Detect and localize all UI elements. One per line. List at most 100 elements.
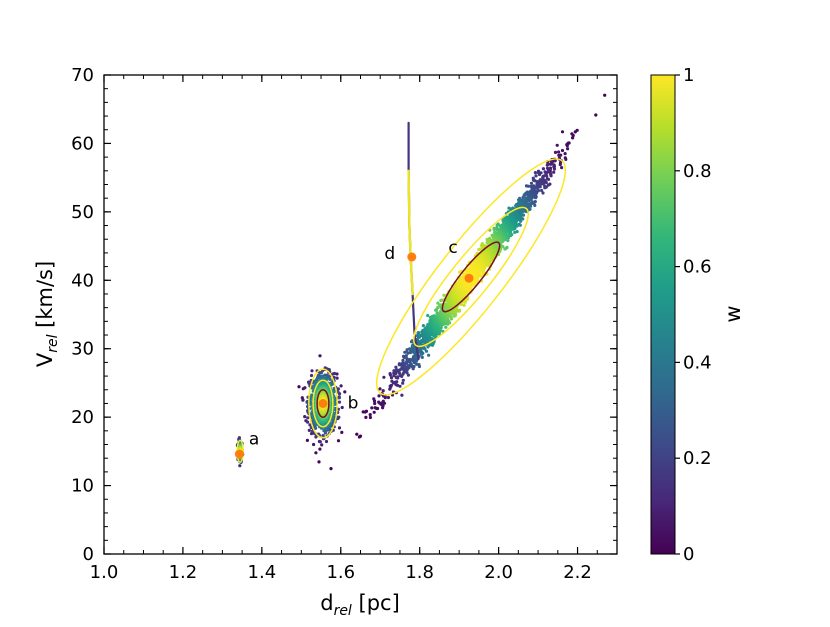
track-d-bright [407, 169, 414, 296]
data-point [400, 393, 404, 397]
data-point [377, 394, 381, 398]
data-point [513, 230, 517, 234]
data-point [406, 373, 410, 377]
data-point [398, 384, 402, 388]
data-point [389, 383, 393, 387]
data-point [378, 387, 382, 391]
data-point [395, 380, 399, 384]
data-point [314, 426, 318, 430]
data-point [307, 428, 311, 432]
data-point [329, 467, 333, 471]
data-point [603, 93, 607, 97]
data-point [406, 364, 411, 368]
data-point [571, 136, 575, 140]
data-point [421, 351, 425, 355]
data-point [521, 195, 525, 200]
data-point [381, 404, 385, 408]
data-point [402, 364, 406, 368]
data-point [337, 426, 342, 430]
y-tick-label: 20 [71, 407, 94, 428]
data-point [427, 353, 431, 357]
data-point [368, 415, 372, 420]
data-point [372, 410, 376, 414]
data-point [555, 143, 559, 147]
data-point [560, 130, 565, 134]
data-point [543, 186, 547, 190]
data-point [493, 230, 497, 234]
data-point [529, 181, 534, 185]
cluster-labels: a b c d [249, 238, 458, 450]
cluster-label-c: c [448, 238, 457, 258]
y-tick-label: 70 [71, 65, 94, 86]
data-point [565, 144, 569, 148]
data-point [521, 213, 526, 217]
data-point [557, 153, 561, 157]
data-point [444, 325, 448, 329]
colorbar-label: w [721, 305, 745, 322]
marker-b [318, 399, 328, 408]
data-point [531, 178, 536, 182]
y-tick-label: 30 [71, 339, 94, 360]
data-point [503, 247, 507, 251]
data-point [537, 172, 542, 177]
data-point [406, 351, 410, 355]
y-tick-label: 40 [71, 270, 94, 291]
data-point [517, 198, 521, 202]
cluster-label-d: d [384, 244, 395, 264]
data-point [303, 386, 307, 390]
data-point [410, 350, 414, 354]
data-point [563, 152, 567, 156]
contour-c-0 [375, 158, 567, 396]
data-point [552, 170, 556, 174]
data-point [533, 203, 537, 207]
colorbar-tick-label: 0.2 [683, 448, 712, 469]
colorbar-ticks: 0 0.2 0.4 0.6 0.8 1 [675, 65, 712, 565]
x-tick-label: 1.2 [169, 562, 198, 583]
data-point [560, 148, 565, 153]
data-point [381, 389, 385, 393]
data-point [401, 381, 405, 385]
y-axis-label: Vrel [km/s] [33, 261, 61, 367]
data-point [546, 183, 550, 187]
colorbar-gradient [651, 75, 675, 554]
marker-layer [234, 252, 474, 459]
x-tick-label: 1.8 [405, 562, 434, 583]
data-point [337, 400, 342, 404]
data-point [370, 406, 374, 410]
data-point [436, 306, 440, 310]
data-point [314, 435, 318, 439]
data-point [310, 393, 314, 397]
data-point [373, 401, 377, 406]
data-point [544, 180, 548, 185]
data-point [440, 298, 444, 302]
data-point [534, 174, 538, 178]
data-point [310, 369, 314, 373]
data-point [318, 354, 322, 358]
data-point [416, 331, 421, 335]
data-point [462, 303, 466, 307]
x-axis-label: drel [pc] [320, 591, 400, 619]
data-point [395, 375, 399, 379]
data-point [420, 355, 424, 359]
cluster-label-a: a [249, 429, 259, 449]
data-point [423, 347, 427, 351]
data-point [404, 354, 408, 358]
data-point [421, 324, 425, 328]
data-point [318, 447, 322, 451]
contour-b-1 [312, 379, 334, 428]
cluster-label-b: b [348, 394, 359, 414]
contour-b-2 [316, 389, 330, 418]
data-point [553, 150, 558, 154]
data-point [355, 432, 359, 436]
data-point [545, 174, 549, 178]
data-point [405, 348, 409, 352]
plot-area: a b c d 1.0 1.2 1.4 1.6 1.8 2.0 2.2 0 10 20 30 40 50 60… [71, 65, 618, 583]
data-point [492, 227, 496, 232]
data-point [388, 372, 392, 376]
data-point [560, 166, 564, 170]
data-point [498, 224, 503, 228]
data-point [558, 162, 562, 167]
data-point [319, 371, 323, 375]
x-tick-label: 1.0 [90, 562, 119, 583]
